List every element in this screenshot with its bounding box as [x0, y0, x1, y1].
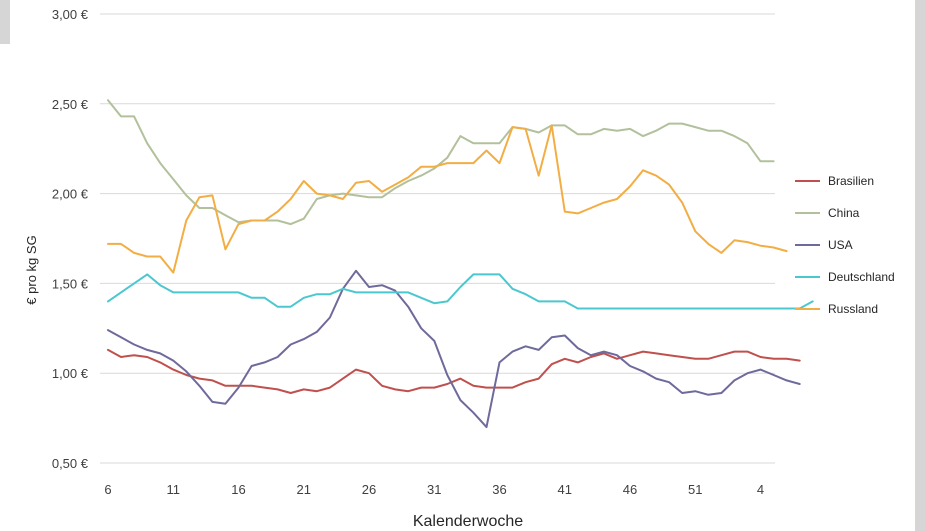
series-line-brasilien	[107, 348, 801, 394]
y-tick-label: 1,00 €	[52, 366, 89, 381]
series-line-usa	[107, 269, 801, 429]
x-tick-label: 36	[492, 482, 506, 497]
y-axis-ticks: 0,50 € 1,00 € 1,50 € 2,00 € 2,50 € 3,00 €	[52, 7, 89, 471]
x-tick-label: 51	[688, 482, 702, 497]
series-line-russland	[107, 124, 788, 274]
x-tick-label: 21	[297, 482, 311, 497]
x-axis-title: Kalenderwoche	[413, 513, 523, 530]
left-edge-panel	[0, 0, 10, 44]
x-tick-label: 6	[104, 482, 111, 497]
y-tick-label: 1,50 €	[52, 276, 89, 291]
x-tick-label: 4	[757, 482, 764, 497]
gridlines	[100, 13, 775, 464]
series-line-china	[107, 99, 775, 226]
series-lines	[107, 99, 814, 429]
x-tick-label: 41	[558, 482, 572, 497]
y-tick-label: 0,50 €	[52, 456, 89, 471]
y-axis-title: € pro kg SG	[24, 235, 39, 304]
legend-label: Russland	[828, 302, 878, 316]
legend: Brasilien China USA Deutschland Russland	[795, 174, 895, 316]
legend-label: Deutschland	[828, 270, 895, 284]
series-line-deutschland	[107, 273, 814, 310]
y-tick-label: 3,00 €	[52, 7, 89, 22]
x-tick-label: 31	[427, 482, 441, 497]
x-tick-label: 16	[231, 482, 245, 497]
y-tick-label: 2,50 €	[52, 97, 89, 112]
legend-label: Brasilien	[828, 174, 874, 188]
legend-label: USA	[828, 238, 853, 252]
right-scrollbar[interactable]	[915, 0, 925, 531]
x-tick-label: 26	[362, 482, 376, 497]
legend-label: China	[828, 206, 860, 220]
x-tick-label: 11	[167, 482, 181, 497]
x-axis-ticks: 6 11 16 21 26 31 36 41 46 51 4	[104, 482, 764, 497]
y-tick-label: 2,00 €	[52, 187, 89, 202]
x-tick-label: 46	[623, 482, 637, 497]
